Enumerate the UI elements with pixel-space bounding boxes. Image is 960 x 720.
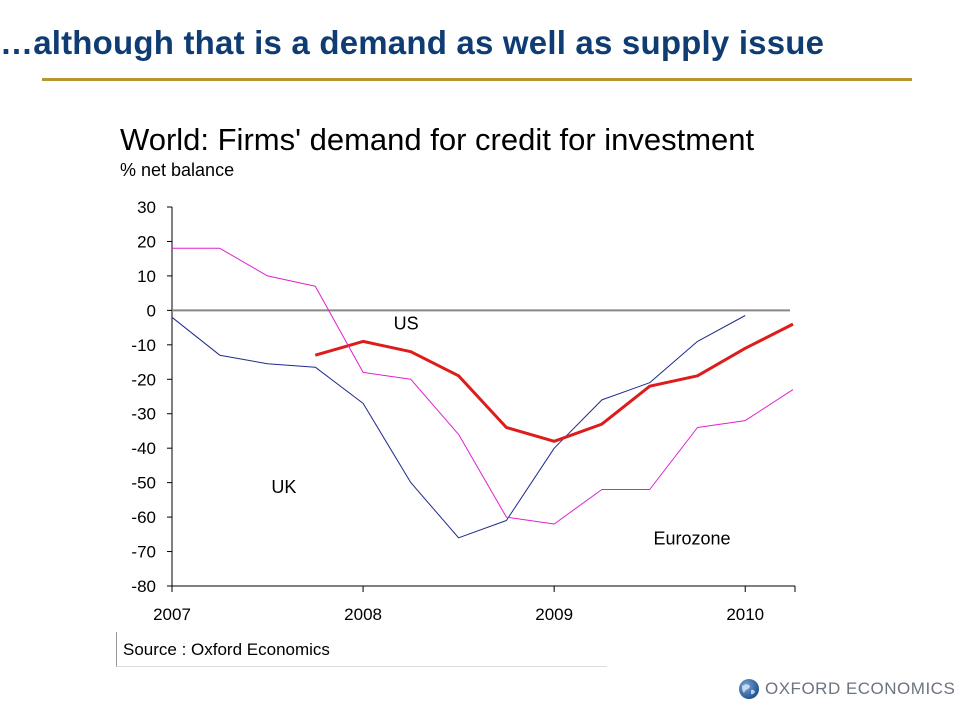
globe-icon	[739, 679, 759, 699]
y-tick-label: -20	[131, 370, 156, 389]
y-tick-label: 20	[137, 232, 156, 251]
series-label-uk: UK	[271, 477, 296, 497]
y-tick-label: -80	[131, 577, 156, 596]
slide-title: …although that is a demand as well as su…	[0, 24, 825, 61]
series-line-us	[314, 322, 794, 443]
y-tick-label: -10	[131, 336, 156, 355]
y-tick-label: -30	[131, 405, 156, 424]
chart-subtitle: % net balance	[120, 160, 235, 180]
series-label-us: US	[394, 313, 419, 333]
y-tick-label: 30	[137, 198, 156, 217]
series-line-eurozone	[172, 247, 794, 525]
logo-text: OXFORD ECONOMICS	[765, 679, 956, 698]
x-tick-label: 2010	[726, 605, 764, 624]
y-tick-label: 10	[137, 267, 156, 286]
oxford-economics-logo: OXFORD ECONOMICS	[738, 678, 955, 700]
y-tick-label: 0	[147, 301, 156, 320]
x-tick-label: 2009	[535, 605, 573, 624]
source-text: Source : Oxford Economics	[123, 640, 330, 659]
y-tick-label: -50	[131, 474, 156, 493]
y-tick-label: -40	[131, 439, 156, 458]
title-divider	[42, 78, 912, 81]
series-line-uk	[171, 315, 746, 539]
chart-title: World: Firms' demand for credit for inve…	[120, 122, 755, 157]
x-tick-label: 2007	[153, 605, 191, 624]
source-box: Source : Oxford Economics	[116, 632, 607, 667]
y-tick-label: -60	[131, 508, 156, 527]
y-tick-label: -70	[131, 543, 156, 562]
series-label-eurozone: Eurozone	[654, 529, 731, 549]
x-tick-label: 2008	[344, 605, 382, 624]
